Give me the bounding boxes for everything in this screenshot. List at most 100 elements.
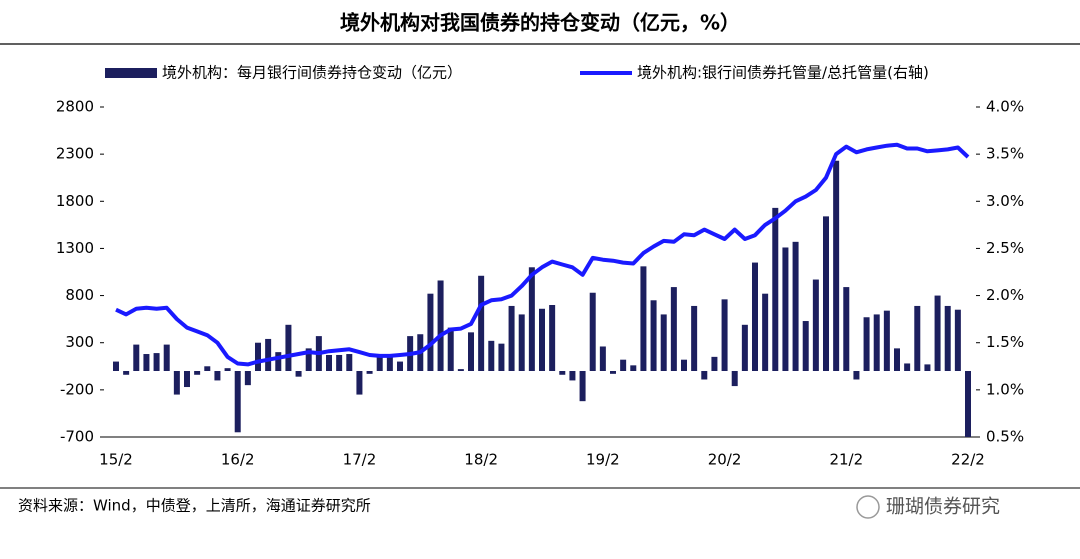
bar: [924, 364, 931, 371]
bar: [366, 371, 373, 374]
bar: [194, 371, 201, 375]
bar: [113, 361, 119, 371]
y2-tick-label: 3.5%: [986, 145, 1024, 163]
bar: [589, 292, 596, 371]
y2-tick-label: 3.0%: [986, 192, 1024, 210]
bar: [386, 355, 393, 371]
bar: [123, 371, 130, 375]
bar: [255, 342, 261, 371]
bar: [539, 308, 545, 371]
x-tick-label: 15/2: [99, 451, 133, 469]
bar: [244, 371, 251, 386]
bar: [214, 371, 221, 381]
bar: [397, 361, 403, 371]
x-tick-label: 21/2: [829, 451, 863, 469]
bar: [721, 299, 728, 371]
bar: [305, 348, 312, 371]
source: 资料来源：Wind，中债登，上清所，海通证券研究所: [18, 497, 371, 515]
watermark: 珊瑚债券研究: [886, 496, 1000, 518]
bar: [812, 279, 819, 371]
bar: [620, 359, 627, 371]
y-tick-label: 1800: [56, 192, 94, 210]
bar: [478, 275, 485, 371]
x-tick-label: 22/2: [951, 451, 985, 469]
bar: [965, 371, 971, 437]
bar: [204, 366, 211, 371]
bar: [295, 371, 302, 377]
bar: [326, 354, 332, 371]
bar: [346, 354, 353, 371]
y2-tick-label: 1.0%: [986, 380, 1024, 398]
chart-title: 境外机构对我国债券的持仓变动（亿元，%）: [340, 11, 740, 35]
bar: [143, 354, 150, 371]
bar: [711, 356, 718, 371]
y-tick-label: 1300: [56, 239, 94, 257]
bar: [427, 293, 434, 371]
y-tick-label: 2800: [56, 98, 94, 116]
legend-swatch: [105, 68, 157, 78]
bar: [336, 354, 343, 371]
y-tick-label: 2300: [56, 145, 94, 163]
y-tick-label: 300: [65, 333, 94, 351]
bar: [630, 365, 637, 371]
bar: [184, 371, 190, 388]
bar: [610, 371, 616, 374]
bar: [782, 247, 789, 371]
bar: [133, 344, 140, 371]
bar: [691, 305, 698, 371]
bar: [934, 295, 941, 371]
bar: [802, 321, 809, 371]
bar: [731, 371, 738, 387]
bar: [224, 368, 231, 371]
y2-tick-label: 4.0%: [986, 98, 1024, 116]
bar: [660, 314, 667, 371]
bar: [468, 332, 474, 371]
bar: [376, 355, 383, 371]
bar: [437, 280, 444, 371]
bar: [488, 340, 495, 371]
bar: [863, 317, 870, 371]
bar: [173, 371, 180, 395]
bar: [569, 371, 576, 381]
bar: [650, 300, 657, 371]
bar: [518, 314, 525, 371]
bar: [833, 160, 840, 371]
bar: [599, 346, 606, 371]
bar: [528, 267, 535, 371]
y2-tick-label: 0.5%: [986, 428, 1024, 446]
bar: [549, 305, 556, 371]
bar: [772, 207, 779, 371]
bar: [234, 371, 241, 433]
bar: [457, 369, 464, 371]
watermark-icon: [856, 495, 880, 519]
bar: [579, 371, 586, 402]
x-tick-label: 18/2: [464, 451, 498, 469]
bar: [904, 363, 911, 371]
bar: [954, 309, 961, 371]
bar: [843, 287, 850, 371]
bar: [914, 305, 921, 371]
bar: [153, 353, 160, 371]
bar: [883, 310, 890, 371]
y-tick-label: -200: [60, 380, 94, 398]
bar: [741, 324, 748, 371]
bar: [944, 305, 951, 371]
y2-tick-label: 2.5%: [986, 239, 1024, 257]
y-tick-label: -700: [60, 428, 94, 446]
bar: [163, 344, 170, 371]
bar: [762, 293, 769, 371]
bar: [265, 338, 272, 371]
x-tick-label: 20/2: [708, 451, 742, 469]
bar: [670, 287, 677, 371]
x-tick-label: 19/2: [586, 451, 620, 469]
bar: [356, 371, 363, 395]
bar: [285, 324, 292, 371]
x-tick-label: 17/2: [343, 451, 377, 469]
bar: [853, 371, 860, 380]
legend-label: 境外机构：每月银行间债券持仓变动（亿元）: [162, 64, 462, 82]
bar: [752, 262, 758, 371]
bar: [559, 371, 566, 375]
bar: [275, 352, 282, 371]
bar: [894, 348, 900, 371]
